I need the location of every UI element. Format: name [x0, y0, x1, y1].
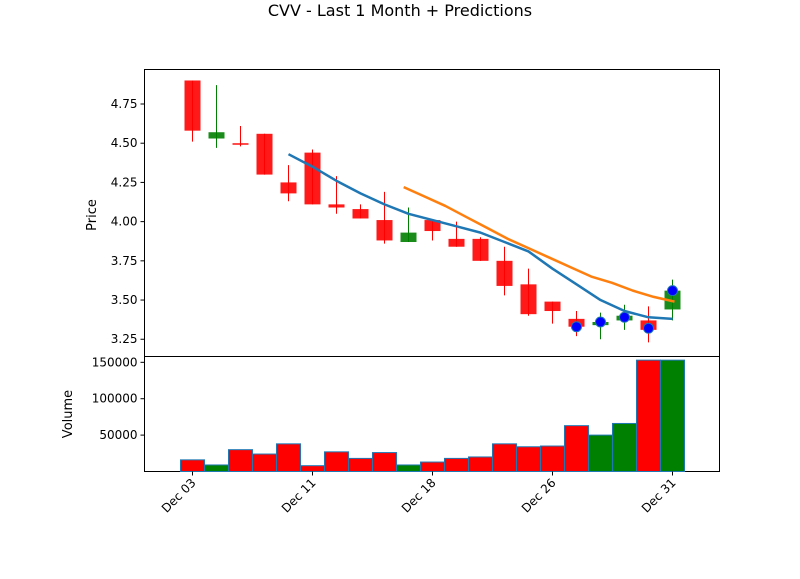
volume-bar — [564, 425, 589, 472]
volume-bar — [588, 434, 613, 473]
prediction-point — [667, 285, 678, 297]
volume-bar — [252, 453, 277, 473]
candle-body — [304, 152, 321, 205]
volume-bar — [372, 452, 397, 473]
prediction-point — [643, 322, 654, 334]
volume-bar — [492, 443, 517, 472]
x-tick-label: Dec 31 — [639, 476, 679, 516]
volume-y-tick-label: 100000 — [92, 392, 138, 406]
price-y-tick-label: 3.50 — [111, 293, 138, 307]
volume-bar — [324, 451, 349, 473]
prediction-points — [571, 285, 678, 334]
prediction-point — [571, 321, 582, 333]
volume-y-axis-label: Volume — [61, 390, 76, 438]
candle-body — [328, 204, 345, 208]
candle-body — [544, 301, 561, 312]
candle-body — [424, 220, 441, 232]
price-y-axis-label: Price — [85, 199, 100, 231]
volume-bar — [276, 443, 301, 472]
price-y-ticks: 3.25 3.50 3.75 4.00 4.25 4.50 4.75 — [111, 97, 145, 346]
volume-y-tick-label: 150000 — [92, 355, 138, 369]
price-panel: 3.25 3.50 3.75 4.00 4.25 4.50 4.75 Price — [85, 69, 720, 357]
price-y-tick-label: 4.25 — [111, 175, 138, 189]
volume-y-tick-label: 50000 — [99, 428, 137, 442]
candle-body — [448, 238, 465, 247]
volume-bar — [540, 445, 565, 473]
candle-body — [400, 232, 417, 243]
x-tick-label: Dec 18 — [399, 476, 439, 516]
price-y-tick-label: 4.00 — [111, 215, 138, 229]
ma-long-line — [403, 185, 675, 303]
candle-body — [184, 80, 201, 131]
ma-short-line — [287, 153, 673, 321]
volume-bar — [660, 359, 685, 473]
volume-bar — [420, 461, 445, 472]
candle-body — [232, 143, 249, 145]
volume-bars — [180, 359, 685, 473]
volume-bar — [348, 457, 373, 473]
volume-bar — [516, 446, 541, 473]
volume-bar — [396, 464, 421, 473]
candle-body — [376, 220, 393, 241]
x-tick-label: Dec 26 — [519, 476, 559, 516]
candle-body — [496, 260, 513, 286]
candle-body — [352, 209, 369, 219]
volume-bar — [228, 449, 253, 472]
candlestick-series — [184, 80, 681, 343]
price-y-tick-label: 4.75 — [111, 97, 138, 111]
volume-bar — [612, 422, 637, 473]
volume-y-ticks: 50000 100000 150000 — [92, 355, 145, 442]
volume-bar — [180, 459, 205, 473]
price-y-tick-label: 3.75 — [111, 254, 138, 268]
chart-title: CVV - Last 1 Month + Predictions — [268, 1, 532, 20]
candle-body — [208, 132, 225, 139]
price-y-tick-label: 3.25 — [111, 332, 138, 346]
volume-bar — [204, 464, 229, 473]
x-tick-label: Dec 03 — [159, 476, 199, 516]
volume-bar — [444, 457, 469, 473]
x-axis-ticks: Dec 03 Dec 11 Dec 18 Dec 26 Dec 31 — [159, 471, 679, 516]
candle-body — [256, 133, 273, 175]
x-tick-label: Dec 11 — [279, 476, 319, 516]
candle-body — [280, 182, 297, 194]
moving-average-lines — [287, 153, 675, 321]
price-y-tick-label: 4.50 — [111, 136, 138, 150]
prediction-point — [595, 316, 606, 328]
candle-body — [520, 284, 537, 315]
volume-bar — [300, 465, 325, 473]
prediction-point — [619, 311, 630, 323]
volume-bar — [636, 359, 661, 473]
volume-bar — [468, 456, 493, 472]
candle-body — [472, 238, 489, 261]
